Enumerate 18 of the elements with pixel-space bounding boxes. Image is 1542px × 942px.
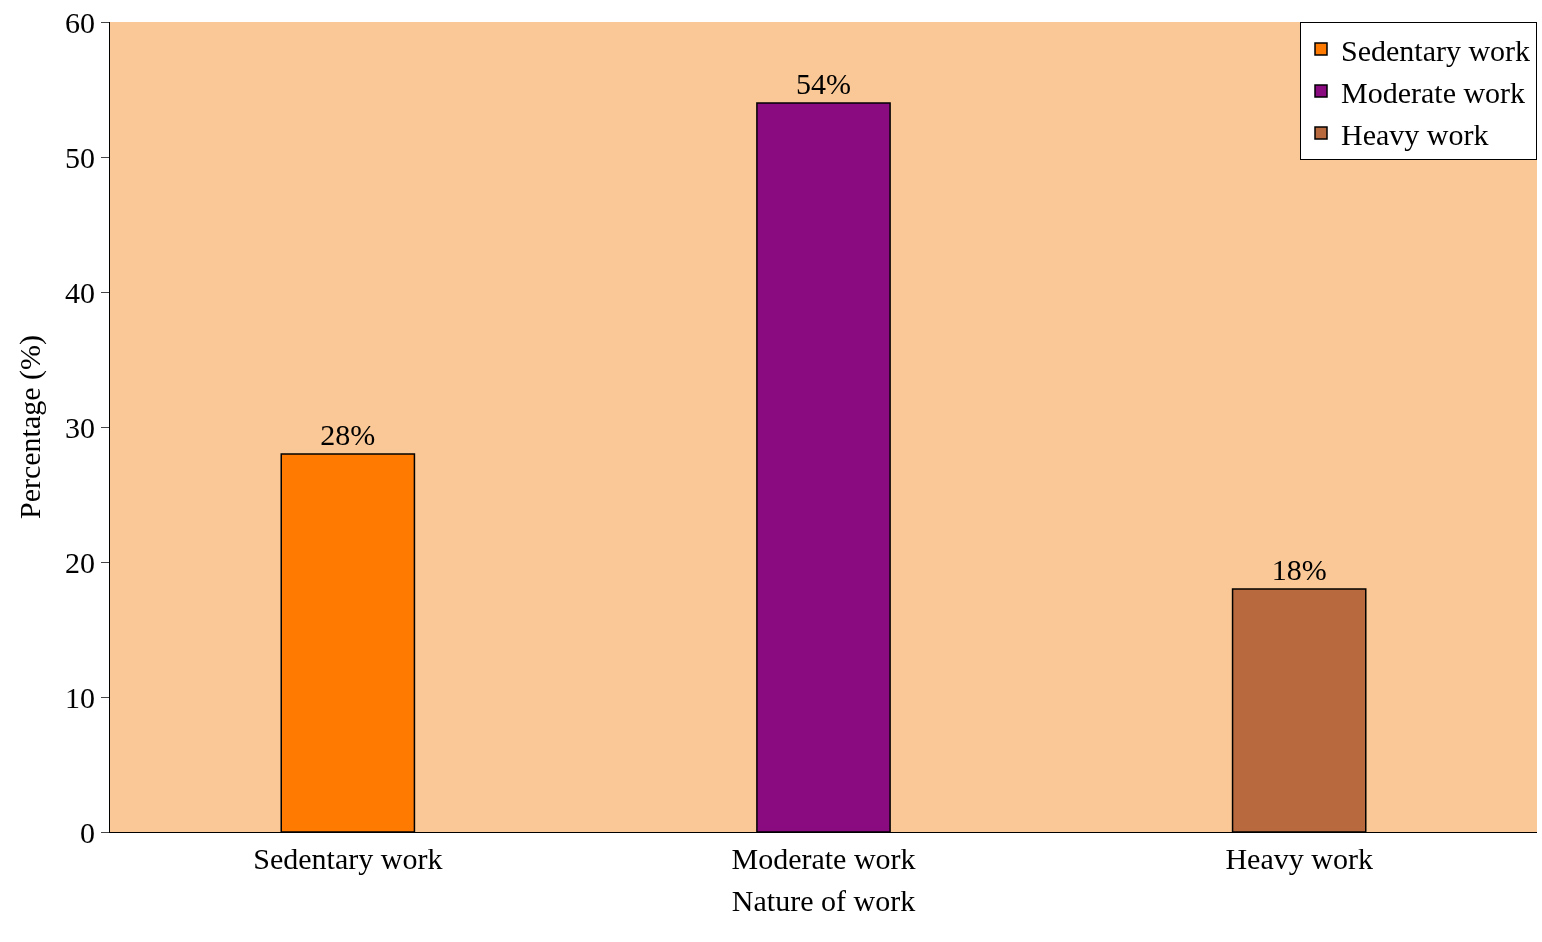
x-tick-label: Moderate work [731, 842, 916, 875]
y-tick-label: 60 [65, 5, 95, 39]
x-tick-label: Heavy work [1225, 842, 1373, 875]
x-tick-label: Sedentary work [253, 842, 443, 875]
y-tick-label: 20 [65, 545, 95, 579]
data-label: 18% [1271, 553, 1327, 586]
y-tick-label: 30 [65, 410, 95, 444]
legend-label: Moderate work [1341, 75, 1526, 109]
y-axis-title: Percentage (%) [13, 334, 47, 520]
data-label: 54% [796, 67, 851, 100]
y-tick-label: 10 [65, 680, 95, 714]
y-tick-label: 0 [80, 815, 95, 849]
y-tick-label: 40 [65, 275, 95, 309]
legend-label: Heavy work [1341, 117, 1489, 151]
x-axis-title: Nature of work [731, 883, 916, 917]
legend-label: Sedentary work [1341, 33, 1531, 67]
y-tick-label: 50 [65, 140, 95, 174]
data-label: 28% [320, 418, 376, 451]
